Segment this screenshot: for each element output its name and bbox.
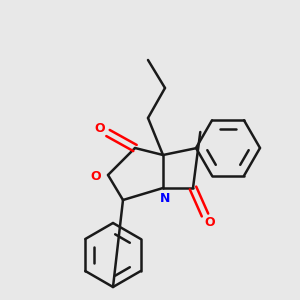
Text: O: O	[205, 217, 215, 230]
Text: O: O	[91, 170, 101, 184]
Text: O: O	[95, 122, 105, 136]
Text: N: N	[160, 191, 170, 205]
